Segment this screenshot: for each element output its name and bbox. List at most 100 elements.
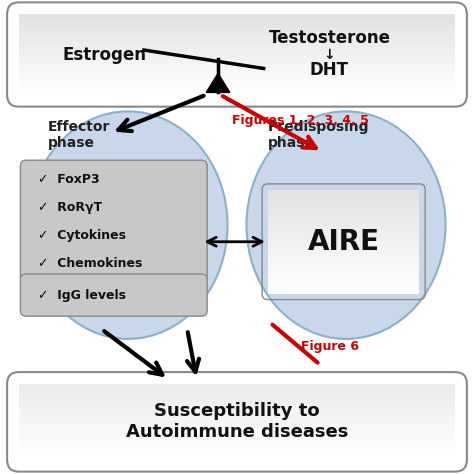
Bar [19,442,455,445]
FancyBboxPatch shape [20,274,207,316]
Bar [268,216,419,221]
Bar [19,25,455,27]
Bar [268,231,419,237]
Text: ✓  IgG levels: ✓ IgG levels [38,289,126,301]
Bar [19,432,455,435]
Bar [19,49,455,52]
Bar [19,33,455,36]
Bar [19,450,455,452]
Ellipse shape [246,111,446,339]
Bar [19,19,455,22]
Bar [268,273,419,278]
Bar [19,55,455,57]
Text: Predisposing
phase: Predisposing phase [268,120,369,150]
Bar [19,394,455,397]
FancyBboxPatch shape [20,160,207,283]
Text: Figure 6: Figure 6 [301,339,359,353]
Bar [19,27,455,30]
Bar [19,90,455,92]
Bar [19,38,455,41]
Bar [19,36,455,38]
Bar [19,414,455,417]
Bar [19,44,455,46]
Bar [19,22,455,25]
Bar [19,399,455,401]
Text: Estrogen: Estrogen [62,46,146,64]
Bar [19,386,455,389]
Bar [19,435,455,437]
Bar [19,437,455,439]
Bar [19,68,455,71]
Bar [268,268,419,273]
Bar [19,79,455,82]
Bar [19,409,455,412]
Bar [19,63,455,65]
Bar [19,422,455,424]
Bar [19,87,455,90]
Bar [19,71,455,73]
Bar [19,412,455,414]
Bar [19,65,455,68]
Bar [268,210,419,216]
Text: ✓  FoxP3: ✓ FoxP3 [38,173,100,186]
Bar [268,205,419,210]
Bar [19,455,455,457]
Text: ✓  RoRγT: ✓ RoRγT [38,201,102,214]
Bar [19,427,455,429]
Bar [268,263,419,268]
Bar [19,447,455,450]
Text: DHT: DHT [310,61,349,79]
Text: Susceptibility to
Autoimmune diseases: Susceptibility to Autoimmune diseases [126,402,348,441]
Text: Testosterone: Testosterone [268,29,391,47]
Bar [19,30,455,33]
Text: Figures 1, 2, 3, 4, 5: Figures 1, 2, 3, 4, 5 [232,114,369,128]
Bar [19,401,455,404]
Bar [268,247,419,252]
Bar [268,283,419,289]
Bar [19,407,455,409]
Bar [268,226,419,231]
Bar [268,252,419,257]
Bar [19,73,455,76]
Polygon shape [206,73,230,92]
Bar [19,14,455,17]
Bar [19,417,455,419]
Bar [19,82,455,84]
Bar [268,242,419,247]
Text: AIRE: AIRE [308,228,380,256]
Bar [268,237,419,242]
Bar [19,445,455,447]
Bar [268,289,419,294]
Text: Effector
phase: Effector phase [47,120,110,150]
Bar [19,439,455,442]
Bar [19,41,455,44]
Bar [19,84,455,87]
Bar [19,452,455,455]
Bar [19,76,455,79]
Bar [19,60,455,63]
Ellipse shape [28,111,228,339]
Bar [19,384,455,386]
Bar [268,257,419,263]
Bar [268,278,419,283]
Bar [19,392,455,394]
Bar [19,46,455,49]
Bar [19,389,455,392]
Bar [268,200,419,205]
Bar [19,57,455,60]
Bar [19,429,455,432]
Bar [19,17,455,19]
Bar [19,419,455,422]
Bar [19,404,455,407]
Bar [19,52,455,55]
Text: ↓: ↓ [324,47,335,62]
Bar [19,457,455,460]
Bar [268,221,419,226]
Bar [268,190,419,195]
Bar [268,195,419,200]
Bar [19,92,455,95]
Bar [19,424,455,427]
Text: ✓  Chemokines: ✓ Chemokines [38,257,142,270]
Text: ✓  Cytokines: ✓ Cytokines [38,229,126,242]
Bar [19,397,455,399]
